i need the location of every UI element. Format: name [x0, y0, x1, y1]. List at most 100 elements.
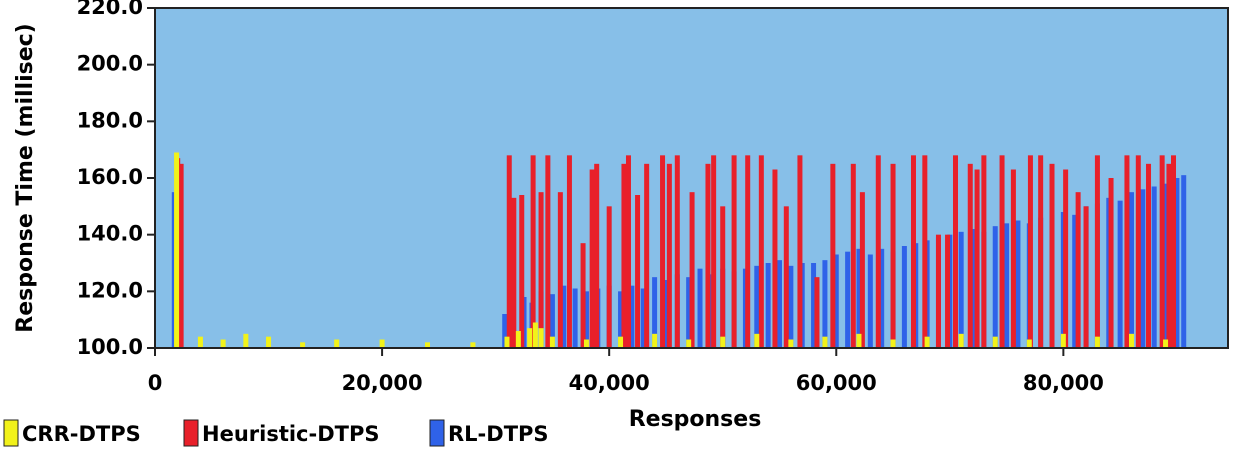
- y-tick-label: 220.0: [77, 0, 143, 19]
- spike: [1075, 192, 1081, 348]
- spike: [243, 333, 249, 348]
- spike: [666, 163, 672, 348]
- x-tick-label: 0: [148, 371, 163, 395]
- spike: [178, 163, 184, 348]
- spike: [814, 277, 820, 348]
- spike: [689, 192, 695, 348]
- spike: [935, 234, 941, 348]
- legend-swatch: [183, 419, 199, 447]
- spike: [705, 163, 711, 348]
- spike: [640, 288, 646, 348]
- spike: [754, 265, 760, 348]
- spike: [901, 246, 907, 348]
- spike: [580, 243, 586, 348]
- y-tick-label: 200.0: [77, 52, 143, 76]
- spike: [945, 234, 951, 348]
- spike: [674, 155, 680, 348]
- spike: [788, 339, 794, 348]
- spike: [1004, 223, 1010, 348]
- spike: [958, 231, 964, 348]
- spike: [425, 342, 431, 348]
- spike: [174, 152, 180, 348]
- legend-label: RL-DTPS: [448, 422, 549, 446]
- spike: [924, 336, 930, 348]
- spike: [958, 333, 964, 348]
- spike: [776, 260, 782, 348]
- spike: [765, 263, 771, 348]
- spike: [1015, 220, 1021, 348]
- spike: [532, 322, 538, 348]
- spike: [856, 333, 862, 348]
- spike: [1146, 163, 1152, 348]
- spike: [644, 163, 650, 348]
- spike: [527, 328, 533, 348]
- spike: [470, 342, 476, 348]
- y-tick-label: 160.0: [77, 165, 143, 189]
- spike: [754, 333, 760, 348]
- spike: [783, 206, 789, 348]
- spike: [686, 277, 692, 348]
- spike: [1163, 339, 1169, 348]
- spike: [1038, 155, 1044, 348]
- spike: [1049, 163, 1055, 348]
- spike: [1010, 169, 1016, 348]
- spike: [504, 336, 510, 348]
- spike: [557, 192, 563, 348]
- spike: [538, 328, 544, 348]
- spike: [875, 155, 881, 348]
- legend-swatch: [429, 419, 445, 447]
- spike: [197, 336, 203, 348]
- spike: [922, 155, 928, 348]
- spike: [867, 254, 873, 348]
- spike: [572, 288, 578, 348]
- spike: [974, 169, 980, 348]
- spike: [859, 192, 865, 348]
- spike: [506, 155, 512, 348]
- spike: [502, 314, 508, 348]
- x-tick-label: 40,000: [569, 371, 650, 395]
- spike: [711, 155, 717, 348]
- spike: [635, 195, 641, 348]
- spike: [629, 285, 635, 348]
- spike: [731, 155, 737, 348]
- spike: [822, 260, 828, 348]
- spike: [1159, 155, 1165, 348]
- spike: [981, 155, 987, 348]
- spike: [999, 155, 1005, 348]
- spike: [583, 339, 589, 348]
- spike: [1166, 163, 1172, 348]
- spike: [1124, 155, 1130, 348]
- spike: [811, 263, 817, 348]
- spike: [545, 155, 551, 348]
- spike: [530, 155, 536, 348]
- spike: [1083, 206, 1089, 348]
- spike: [890, 163, 896, 348]
- spike: [822, 336, 828, 348]
- spike: [606, 206, 612, 348]
- x-tick-label: 80,000: [1023, 371, 1104, 395]
- spike: [379, 339, 385, 348]
- spike: [758, 155, 764, 348]
- spike: [856, 248, 862, 348]
- spike: [220, 339, 226, 348]
- spike: [589, 169, 595, 348]
- spike: [1181, 175, 1187, 348]
- spike: [1151, 186, 1157, 348]
- spike: [1163, 183, 1169, 348]
- spike: [300, 342, 306, 348]
- spike: [618, 336, 624, 348]
- spike: [1072, 214, 1078, 348]
- spike: [1094, 155, 1100, 348]
- spike: [652, 277, 658, 348]
- spike: [1108, 178, 1114, 348]
- legend-swatch: [3, 419, 19, 447]
- spike: [625, 155, 631, 348]
- legend-label: Heuristic-DTPS: [202, 422, 380, 446]
- y-tick-label: 120.0: [77, 278, 143, 302]
- spike: [890, 339, 896, 348]
- spike: [830, 163, 836, 348]
- spike: [788, 265, 794, 348]
- spike: [538, 192, 544, 348]
- spike: [549, 294, 555, 348]
